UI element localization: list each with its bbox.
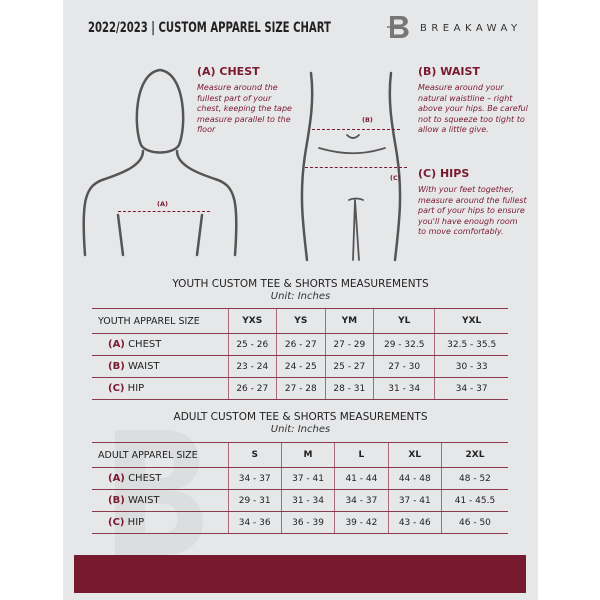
body-figures-illustration: [82, 68, 402, 262]
chest-heading: (A) CHEST: [197, 65, 260, 78]
row-key: (C): [108, 517, 125, 528]
table-row: (C) HIP 34 - 36 36 - 39 39 - 42 43 - 46 46 - …: [92, 511, 508, 534]
row-label: (A) CHEST: [92, 467, 228, 490]
table-cell: 28 - 31: [324, 377, 374, 400]
row-name: WAIST: [127, 495, 160, 506]
table-cell: 41 - 44: [334, 467, 389, 490]
table-cell: 46 - 50: [440, 511, 508, 534]
adult-size-table: ADULT APPAREL SIZE S M L XL 2XL (A) CHEST 34 - …: [92, 442, 508, 534]
row-label: (C) HIP: [92, 377, 228, 400]
torso-outline: [300, 71, 402, 262]
table-cell: 31 - 34: [280, 489, 335, 512]
youth-table-unit: Unit: Inches: [270, 291, 331, 302]
adult-table-title: ADULT CUSTOM TEE & SHORTS MEASUREMENTS: [173, 411, 428, 423]
header-cell: 2XL: [440, 442, 508, 468]
waist-instructions: Measure around your natural waistline – …: [418, 83, 528, 134]
header-cell: M: [280, 442, 335, 468]
chest-measure-line: [118, 211, 210, 212]
row-name: CHEST: [128, 339, 162, 350]
waist-marker: (B): [362, 116, 373, 124]
brand-name: BREAKAWAY: [420, 23, 522, 34]
row-name: HIP: [127, 517, 145, 528]
row-label: (B) WAIST: [92, 355, 228, 378]
hips-measure-line: [305, 167, 407, 168]
header-cell: YS: [276, 308, 326, 334]
shoulders-outline: [82, 149, 238, 257]
table-cell: 23 - 24: [227, 355, 277, 378]
table-row: (A) CHEST 25 - 26 26 - 27 27 - 29 29 - 32.5 3…: [92, 333, 508, 356]
table-cell: 37 - 41: [280, 467, 335, 490]
table-cell: 34 - 37: [334, 489, 389, 512]
table-cell: 27 - 29: [324, 333, 374, 356]
header-cell: YOUTH APPAREL SIZE: [92, 308, 228, 334]
table-header-row: YOUTH APPAREL SIZE YXS YS YM YL YXL: [92, 308, 508, 334]
table-cell: 25 - 26: [227, 333, 277, 356]
page-title: 2022/2023 | CUSTOM APPAREL SIZE CHART: [88, 20, 331, 36]
table-cell: 26 - 27: [276, 333, 326, 356]
row-name: CHEST: [128, 473, 162, 484]
hips-marker: (C): [390, 174, 401, 182]
hips-heading: (C) HIPS: [418, 167, 470, 180]
table-cell: 36 - 39: [280, 511, 335, 534]
table-cell: 25 - 27: [324, 355, 374, 378]
table-header-row: ADULT APPAREL SIZE S M L XL 2XL: [92, 442, 508, 468]
waist-heading: (B) WAIST: [418, 65, 480, 78]
footer-bar: [74, 555, 526, 593]
brand-logo-icon: [387, 16, 409, 38]
header-cell: ADULT APPAREL SIZE: [92, 442, 228, 468]
table-cell: 37 - 41: [387, 489, 442, 512]
table-cell: 30 - 33: [434, 355, 508, 378]
table-cell: 24 - 25: [276, 355, 326, 378]
table-row: (A) CHEST 34 - 37 37 - 41 41 - 44 44 - 48 48 …: [92, 467, 508, 490]
table-cell: 39 - 42: [334, 511, 389, 534]
table-cell: 43 - 46: [387, 511, 442, 534]
row-key: (B): [108, 495, 125, 506]
row-label: (B) WAIST: [92, 489, 228, 512]
table-row: (B) WAIST 23 - 24 24 - 25 25 - 27 27 - 30 30 …: [92, 355, 508, 378]
table-cell: 48 - 52: [440, 467, 508, 490]
table-cell: 34 - 36: [227, 511, 282, 534]
youth-table-title: YOUTH CUSTOM TEE & SHORTS MEASUREMENTS: [172, 278, 429, 290]
row-key: (C): [108, 383, 125, 394]
row-key: (A): [108, 473, 125, 484]
row-key: (B): [108, 361, 125, 372]
row-key: (A): [108, 339, 125, 350]
header-cell: YXS: [227, 308, 277, 334]
row-name: HIP: [127, 383, 145, 394]
table-cell: 27 - 30: [373, 355, 435, 378]
chest-marker: (A): [157, 200, 168, 208]
youth-size-table: YOUTH APPAREL SIZE YXS YS YM YL YXL (A) CHEST 2…: [92, 308, 508, 400]
row-name: WAIST: [127, 361, 160, 372]
table-cell: 27 - 28: [276, 377, 326, 400]
table-cell: 34 - 37: [434, 377, 508, 400]
waist-measure-line: [312, 129, 400, 130]
row-label: (A) CHEST: [92, 333, 228, 356]
table-cell: 32.5 - 35.5: [434, 333, 508, 356]
table-row: (B) WAIST 29 - 31 31 - 34 34 - 37 37 - 41 41 …: [92, 489, 508, 512]
header-cell: XL: [387, 442, 442, 468]
table-cell: 29 - 31: [227, 489, 282, 512]
header-cell: L: [334, 442, 389, 468]
header-cell: YM: [324, 308, 374, 334]
adult-table-unit: Unit: Inches: [270, 424, 331, 435]
table-row: (C) HIP 26 - 27 27 - 28 28 - 31 31 - 34 34 - …: [92, 377, 508, 400]
table-cell: 26 - 27: [227, 377, 277, 400]
header-cell: S: [227, 442, 282, 468]
chest-instructions: Measure around the fullest part of your …: [197, 83, 292, 134]
table-cell: 29 - 32.5: [373, 333, 435, 356]
hips-instructions: With your feet together, measure around …: [418, 185, 527, 236]
head-outline: [135, 68, 185, 154]
header-cell: YL: [373, 308, 435, 334]
row-label: (C) HIP: [92, 511, 228, 534]
table-cell: 34 - 37: [227, 467, 282, 490]
table-cell: 44 - 48: [387, 467, 442, 490]
header-cell: YXL: [434, 308, 508, 334]
table-cell: 31 - 34: [373, 377, 435, 400]
table-cell: 41 - 45.5: [440, 489, 508, 512]
